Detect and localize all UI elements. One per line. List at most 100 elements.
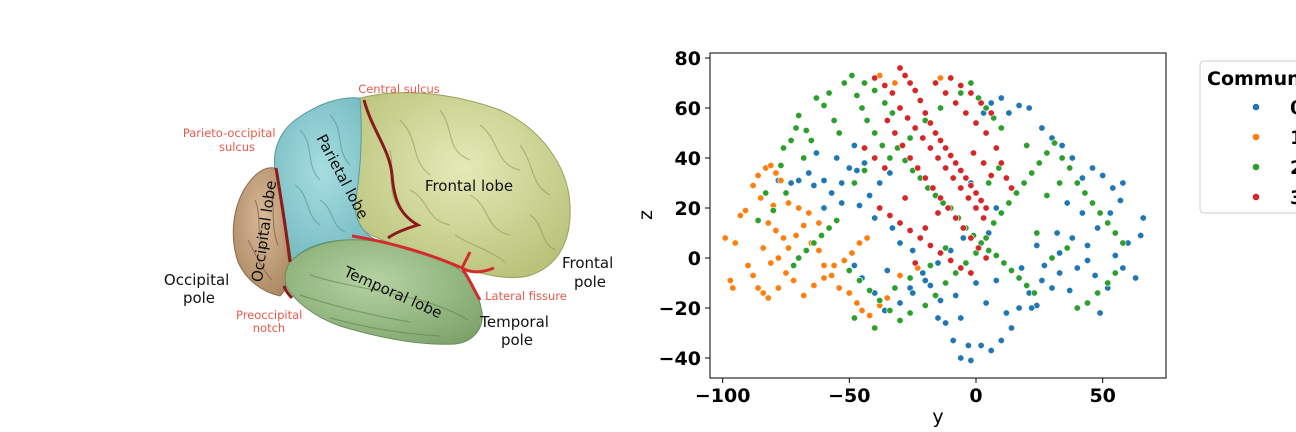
legend-entries: 0 1 2 3: [1252, 97, 1296, 209]
scatter-point-community-3: [957, 167, 965, 175]
scatter-point-community-1: [896, 271, 904, 279]
scatter-point-community-2: [1066, 164, 1074, 172]
scatter-point-community-1: [729, 284, 737, 292]
scatter-point-community-0: [1002, 309, 1010, 317]
legend-label-2: 2: [1290, 157, 1296, 179]
scatter-point-community-0: [987, 99, 995, 107]
scatter-point-community-1: [721, 234, 729, 242]
scatter-point-community-3: [860, 144, 868, 152]
scatter-point-community-2: [769, 207, 777, 215]
x-tick-label: 0: [969, 385, 982, 407]
scatter-point-community-0: [982, 299, 990, 307]
scatter-point-community-1: [848, 249, 856, 257]
scatter-point-community-2: [1012, 189, 1020, 197]
x-axis-label: y: [932, 406, 943, 428]
central-sulcus-line: [362, 99, 422, 240]
scatter-point-community-3: [974, 244, 982, 252]
scatter-point-community-3: [896, 64, 904, 72]
scatter-point-community-0: [909, 289, 917, 297]
scatter-point-community-3: [931, 79, 939, 87]
scatter-point-community-1: [741, 207, 749, 215]
scatter-point-community-3: [962, 174, 970, 182]
scatter-point-community-3: [898, 142, 906, 150]
scatter-point-community-3: [936, 137, 944, 145]
scatter-point-community-1: [736, 212, 744, 220]
legend-label-1: 1: [1290, 127, 1296, 149]
legend-label-3: 3: [1290, 187, 1296, 209]
scatter-point-community-2: [957, 89, 965, 97]
scatter-point-community-0: [855, 202, 863, 210]
scatter-point-community-2: [1104, 219, 1112, 227]
scatter-point-community-3: [871, 154, 879, 162]
scatter-point-community-2: [931, 291, 939, 299]
y-tick-label: 0: [688, 248, 701, 270]
scatter-point-community-0: [838, 179, 846, 187]
scatter-point-community-1: [891, 79, 899, 87]
scatter-point-community-2: [1111, 229, 1119, 237]
scatter-point-community-2: [779, 144, 787, 152]
scatter-point-community-2: [1111, 269, 1119, 277]
points-layer: [721, 64, 1147, 364]
scatter-point-community-0: [972, 279, 980, 287]
scatter-point-community-1: [767, 162, 775, 170]
x-tick-label: −100: [695, 385, 751, 407]
scatter-point-community-2: [860, 167, 868, 175]
scatter-point-community-2: [1023, 142, 1031, 150]
scatter-point-community-3: [967, 182, 975, 190]
scatter-point-community-3: [914, 164, 922, 172]
ticks-layer: −100 −50 0 50 −40 −20 0 20 40 60 80: [659, 48, 1116, 407]
y-tick-label: 60: [675, 98, 701, 120]
scatter-point-community-3: [906, 154, 914, 162]
scatter-point-community-3: [926, 242, 934, 250]
scatter-point-community-1: [754, 172, 762, 180]
scatter-point-community-0: [850, 261, 858, 269]
scatter-point-community-2: [982, 234, 990, 242]
scatter-point-community-0: [896, 239, 904, 247]
scatter-point-community-2: [833, 217, 841, 225]
scatter-point-community-2: [1023, 281, 1031, 289]
scatter-point-community-3: [987, 172, 995, 180]
scatter-point-community-0: [1137, 232, 1145, 240]
scatter-point-community-2: [762, 189, 770, 197]
scatter-point-community-2: [985, 179, 993, 187]
scatter-point-community-2: [992, 252, 1000, 260]
scatter-point-community-1: [774, 284, 782, 292]
scatter-point-community-1: [863, 234, 871, 242]
preoccipital-notch-line: [282, 285, 294, 300]
scatter-point-community-0: [1109, 184, 1117, 192]
scatter-point-community-3: [896, 219, 904, 227]
scatter-point-community-1: [855, 239, 863, 247]
scatter-point-community-2: [1084, 299, 1092, 307]
scatter-point-community-2: [967, 79, 975, 87]
scatter-point-community-1: [754, 284, 762, 292]
scatter-point-community-2: [985, 247, 993, 255]
scatter-point-community-3: [926, 144, 934, 152]
scatter-point-community-3: [982, 254, 990, 262]
scatter-point-community-0: [977, 341, 985, 349]
scatter-point-community-1: [820, 261, 828, 269]
scatter-point-community-0: [919, 269, 927, 277]
scatter-point-community-0: [936, 296, 944, 304]
scatter-point-community-2: [807, 137, 815, 145]
brain-diagram: Frontal lobe Parietal lobe Occipital lob…: [164, 82, 613, 349]
scatter-point-community-0: [952, 291, 960, 299]
scatter-point-community-3: [972, 119, 980, 127]
scatter-point-community-3: [967, 89, 975, 97]
y-axis-label: z: [635, 210, 657, 220]
scatter-point-community-1: [795, 204, 803, 212]
scatter-point-community-1: [815, 247, 823, 255]
scatter-point-community-2: [866, 286, 874, 294]
scatter-point-community-3: [936, 194, 944, 202]
scatter-point-community-1: [805, 209, 813, 217]
scatter-point-community-1: [784, 244, 792, 252]
scatter-point-community-0: [949, 336, 957, 344]
scatter-point-community-2: [871, 87, 879, 95]
scatter-point-community-2: [817, 232, 825, 240]
scatter-point-community-2: [997, 124, 1005, 132]
occipital-pole-label: Occipital pole: [164, 271, 234, 307]
scatter-point-community-3: [952, 99, 960, 107]
scatter-point-community-1: [858, 306, 866, 314]
scatter-point-community-1: [759, 244, 767, 252]
scatter-point-community-1: [774, 254, 782, 262]
scatter-point-community-3: [997, 159, 1005, 167]
